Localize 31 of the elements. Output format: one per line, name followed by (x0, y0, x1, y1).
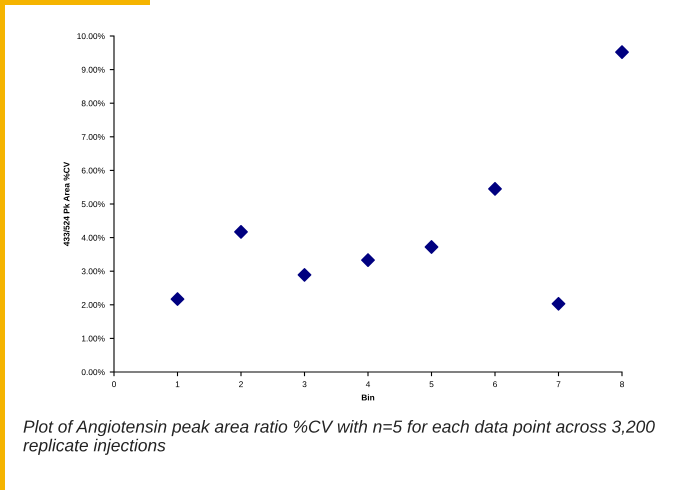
point (552, 296, 566, 311)
x-tick-label: 6 (493, 381, 497, 388)
y-tick-label: 5.00% (82, 201, 105, 208)
y-tick-label: 6.00% (82, 168, 105, 174)
point (424, 240, 438, 254)
y-tick-label: 7.00% (82, 134, 105, 140)
y-tick-label: 0.00% (82, 369, 105, 376)
point (361, 253, 375, 268)
point (234, 224, 248, 239)
point (488, 182, 502, 196)
y-tick-label: 3.00% (82, 268, 105, 274)
x-tick-label: 0 (112, 381, 116, 388)
x-tick-label: 5 (430, 381, 434, 388)
y-tick-label: 8.00% (82, 100, 105, 106)
text: Plot of Angiotensin peak area ratio %CV with n=5 for each data point across 3,200 replicate injections (23, 420, 655, 455)
y-axis-title: 433/524 Pk Area %CV (63, 162, 70, 246)
x-tick-label: 8 (620, 381, 624, 388)
y-tick-label: 4.00% (82, 234, 105, 241)
point (298, 268, 312, 282)
y-tick-label: 10.00% (77, 33, 105, 40)
y-tick-label: 1.00% (82, 336, 105, 342)
point (615, 45, 629, 60)
x-tick-label: 7 (556, 381, 560, 388)
x-tick-label: 1 (176, 381, 180, 388)
y-tick-label: 9.00% (82, 66, 105, 73)
x-tick-label: 4 (366, 381, 370, 388)
x-tick-label: 2 (239, 381, 243, 388)
x-axis-title: Bin (362, 394, 374, 400)
x-tick-label: 3 (302, 381, 306, 388)
y-tick-label: 2.00% (82, 302, 105, 308)
point (170, 292, 184, 306)
